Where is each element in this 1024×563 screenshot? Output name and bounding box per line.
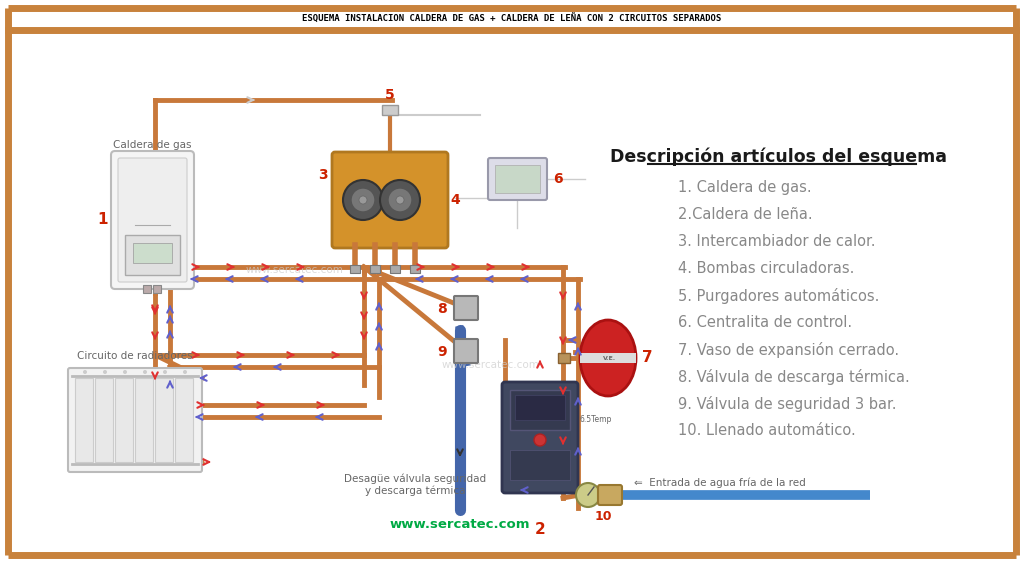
Bar: [135, 378, 153, 462]
Text: 7: 7: [642, 351, 652, 365]
Text: 2: 2: [535, 522, 546, 538]
Bar: [510, 450, 570, 480]
Bar: [580, 353, 636, 363]
Circle shape: [351, 188, 375, 212]
Text: 4. Bombas circuladoras.: 4. Bombas circuladoras.: [678, 261, 854, 276]
Bar: [155, 378, 173, 462]
FancyBboxPatch shape: [598, 485, 622, 505]
Circle shape: [359, 196, 367, 204]
Text: 6.5Temp: 6.5Temp: [580, 415, 612, 425]
Text: 10: 10: [594, 511, 611, 524]
FancyBboxPatch shape: [332, 152, 449, 248]
Bar: [115, 378, 133, 462]
Text: 5: 5: [385, 88, 395, 102]
Text: 6: 6: [553, 172, 562, 186]
Bar: [510, 390, 570, 430]
Circle shape: [83, 370, 87, 374]
Bar: [495, 165, 540, 193]
FancyBboxPatch shape: [488, 158, 547, 200]
Circle shape: [103, 370, 106, 374]
Text: Desagüe válvula seguridad
y descarga térmica: Desagüe válvula seguridad y descarga tér…: [344, 473, 486, 497]
Bar: [133, 243, 172, 263]
FancyBboxPatch shape: [454, 339, 478, 363]
Text: 5. Purgadores automáticos.: 5. Purgadores automáticos.: [678, 288, 880, 304]
Bar: [175, 378, 193, 462]
Bar: [390, 265, 400, 273]
Text: www.sercatec.com: www.sercatec.com: [441, 360, 539, 370]
Text: Caldera de gas: Caldera de gas: [114, 140, 191, 150]
Circle shape: [123, 370, 127, 374]
Circle shape: [343, 180, 383, 220]
Bar: [370, 265, 380, 273]
Bar: [350, 265, 360, 273]
Circle shape: [143, 370, 147, 374]
Text: www.sercatec.com: www.sercatec.com: [390, 519, 530, 531]
Text: 10. Llenado automático.: 10. Llenado automático.: [678, 423, 856, 438]
Bar: [75, 378, 93, 462]
Text: 3. Intercambiador de calor.: 3. Intercambiador de calor.: [678, 234, 876, 249]
FancyBboxPatch shape: [68, 368, 202, 472]
Text: ESQUEMA INSTALACION CALDERA DE GAS + CALDERA DE LEÑA CON 2 CIRCUITOS SEPARADOS: ESQUEMA INSTALACION CALDERA DE GAS + CAL…: [302, 14, 722, 24]
Circle shape: [183, 370, 187, 374]
FancyBboxPatch shape: [454, 296, 478, 320]
Bar: [153, 285, 161, 293]
Circle shape: [534, 434, 546, 446]
Bar: [558, 353, 570, 363]
Text: 8. Válvula de descarga térmica.: 8. Válvula de descarga térmica.: [678, 369, 909, 385]
Bar: [382, 105, 398, 115]
Ellipse shape: [580, 320, 636, 396]
Bar: [410, 265, 420, 273]
Text: Circuito de radiadores: Circuito de radiadores: [77, 351, 193, 361]
Text: 6. Centralita de control.: 6. Centralita de control.: [678, 315, 852, 330]
Text: 9. Válvula de seguridad 3 bar.: 9. Válvula de seguridad 3 bar.: [678, 396, 896, 412]
Text: ⇐  Entrada de agua fría de la red: ⇐ Entrada de agua fría de la red: [634, 478, 806, 488]
Text: V.E.: V.E.: [603, 355, 616, 360]
Text: 3: 3: [318, 168, 328, 182]
FancyBboxPatch shape: [111, 151, 194, 289]
Text: 9: 9: [437, 345, 447, 359]
Bar: [95, 378, 113, 462]
Text: 1. Caldera de gas.: 1. Caldera de gas.: [678, 180, 812, 195]
Bar: [125, 235, 180, 275]
Text: 8: 8: [437, 302, 447, 316]
Bar: [515, 395, 565, 420]
Circle shape: [380, 180, 420, 220]
Text: 1: 1: [97, 212, 109, 227]
Text: 2.Caldera de leña.: 2.Caldera de leña.: [678, 207, 813, 222]
Circle shape: [388, 188, 412, 212]
Circle shape: [163, 370, 167, 374]
Circle shape: [575, 483, 600, 507]
Text: 4: 4: [450, 193, 460, 207]
Text: 7. Vaso de expansión cerrado.: 7. Vaso de expansión cerrado.: [678, 342, 899, 358]
Bar: [143, 285, 151, 293]
FancyBboxPatch shape: [118, 158, 187, 282]
Text: www.sercatec.com: www.sercatec.com: [246, 265, 344, 275]
Circle shape: [396, 196, 404, 204]
FancyBboxPatch shape: [502, 382, 578, 493]
Text: Descripción artículos del esquema: Descripción artículos del esquema: [609, 148, 946, 167]
